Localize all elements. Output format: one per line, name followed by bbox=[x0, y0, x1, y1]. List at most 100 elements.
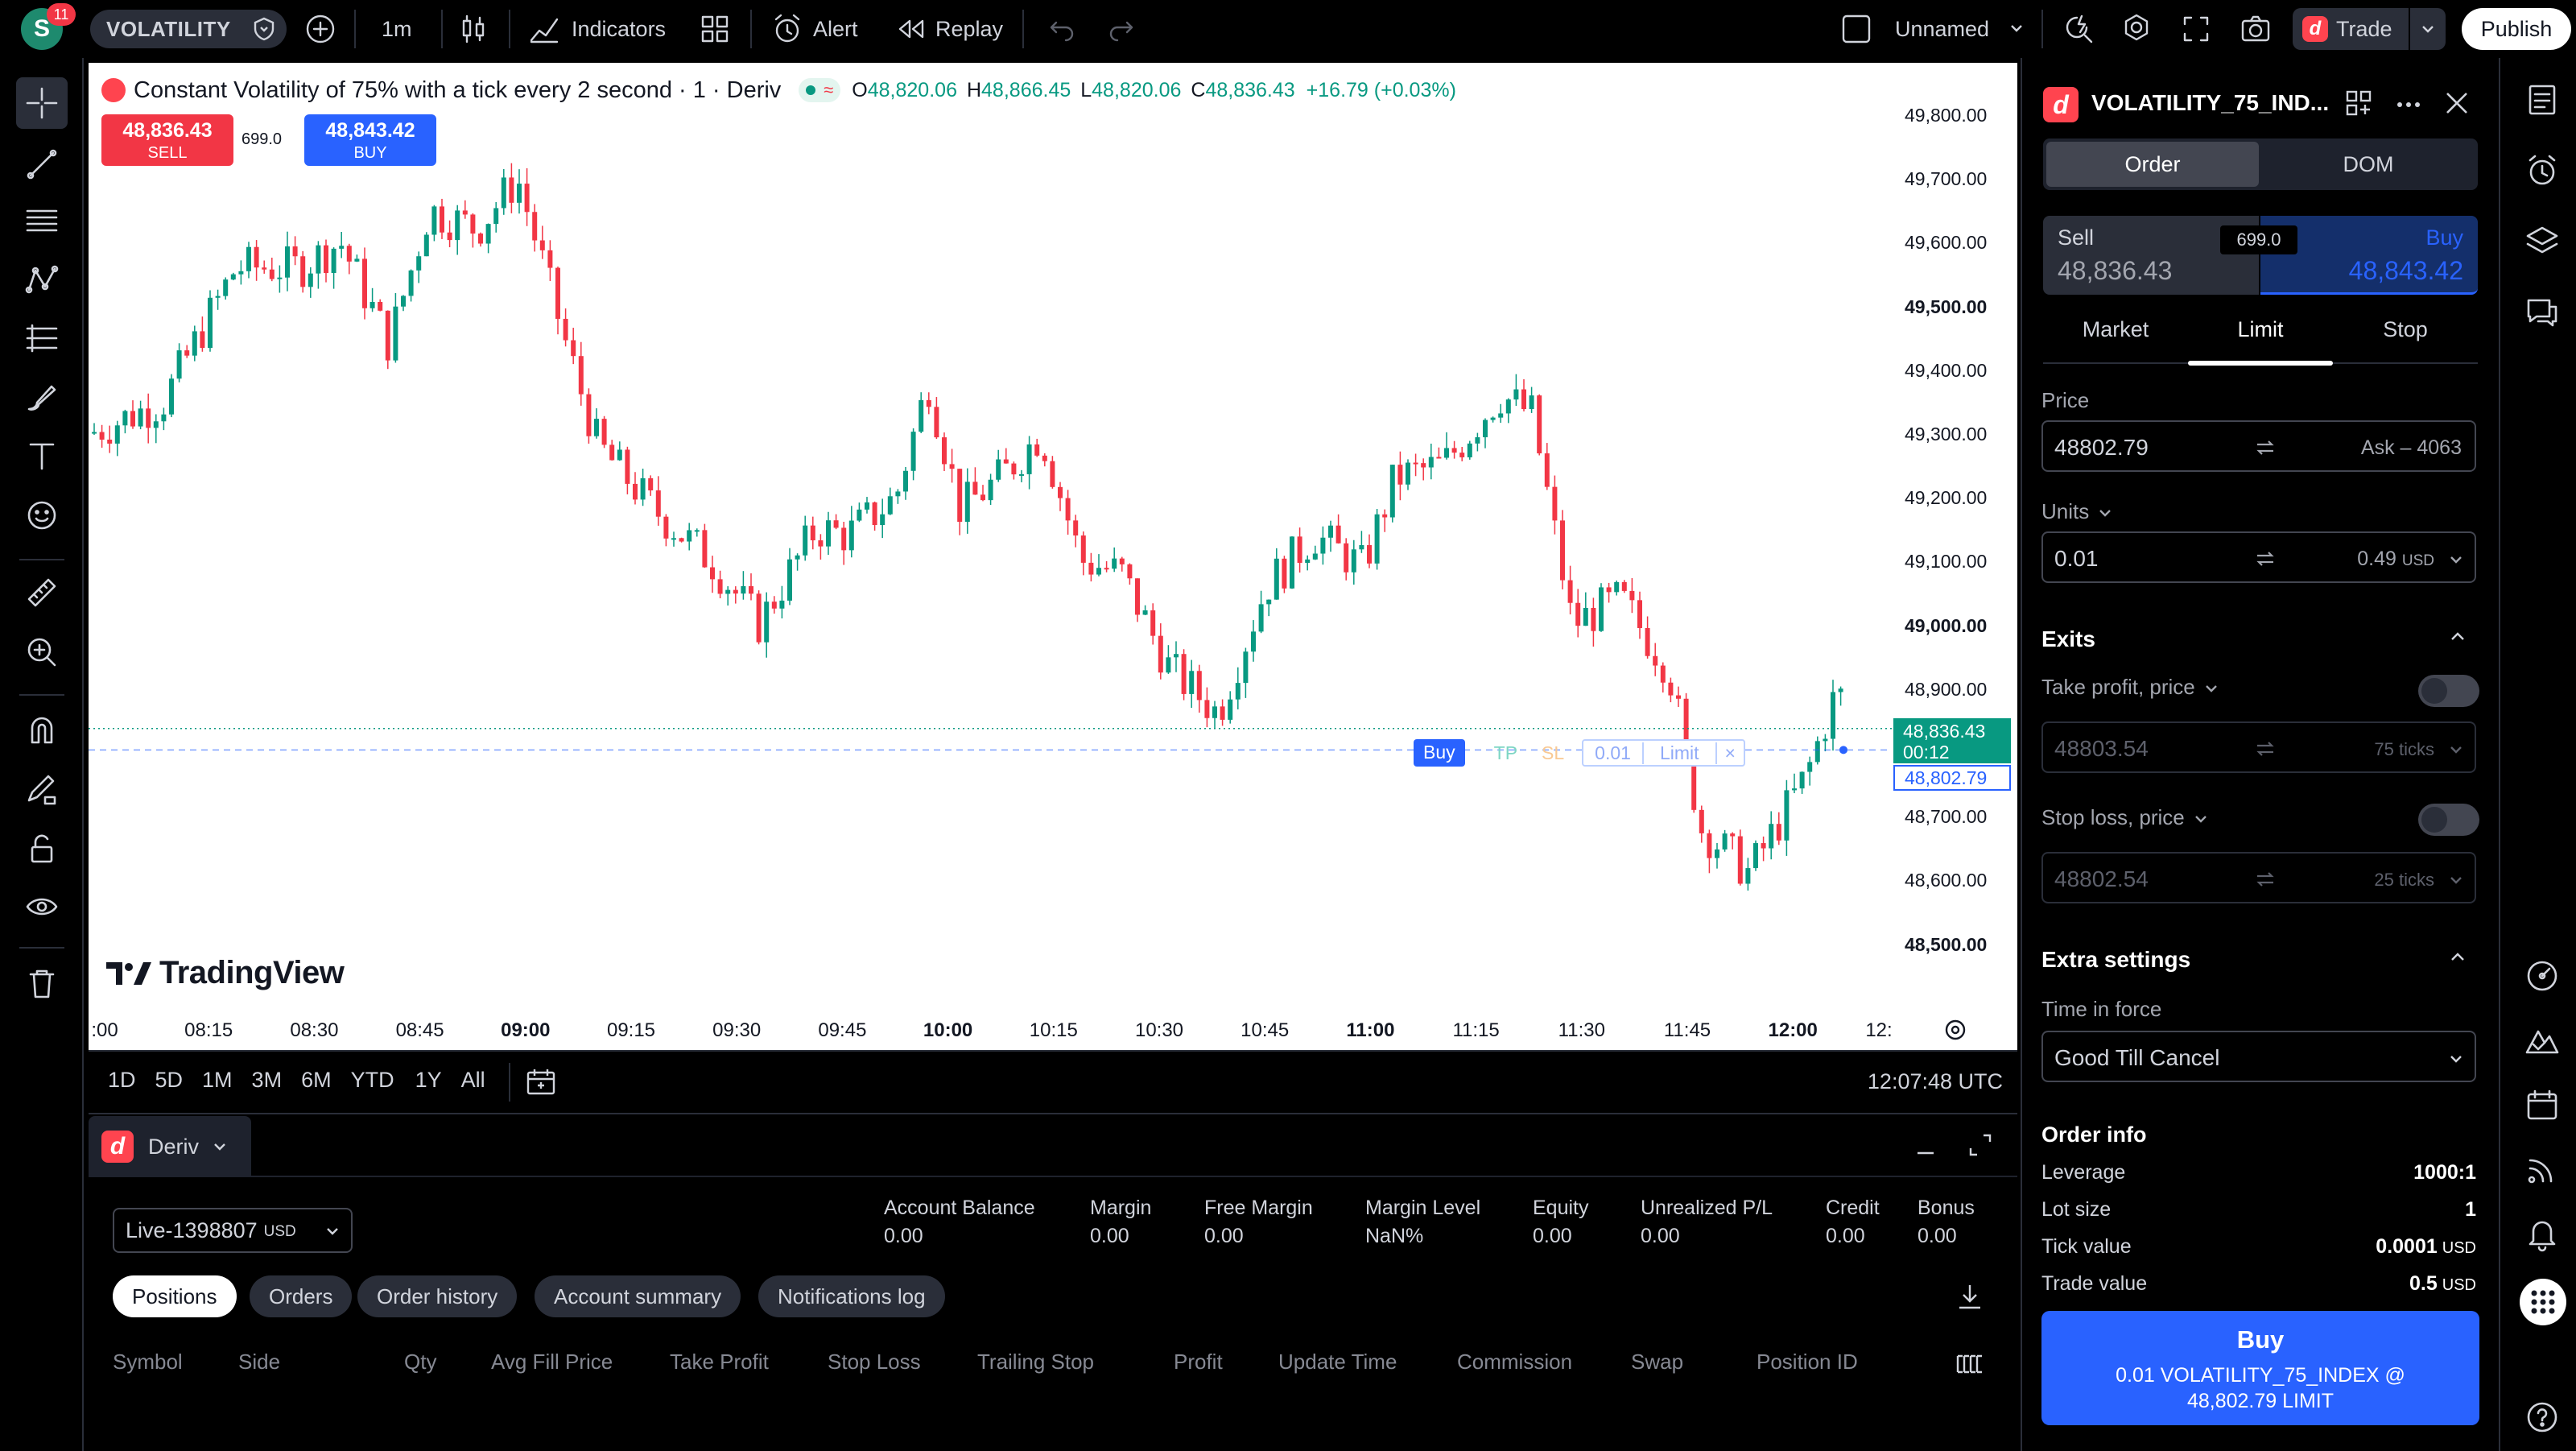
column-header[interactable]: Profit bbox=[1174, 1350, 1223, 1374]
zoom-tool[interactable] bbox=[16, 626, 68, 678]
chevron-up-icon[interactable] bbox=[2447, 947, 2468, 968]
swap-icon[interactable] bbox=[2254, 436, 2277, 459]
take-profit-toggle[interactable] bbox=[2418, 675, 2479, 707]
order-line-side[interactable]: Buy bbox=[1414, 739, 1465, 767]
chevron-down-icon[interactable] bbox=[2447, 551, 2465, 568]
column-header[interactable]: Qty bbox=[404, 1350, 437, 1374]
tab-orders[interactable]: Orders bbox=[250, 1275, 353, 1317]
remove-drawings-tool[interactable] bbox=[16, 958, 68, 1010]
order-line-cancel-icon[interactable]: × bbox=[1724, 742, 1736, 763]
tab-positions[interactable]: Positions bbox=[113, 1275, 237, 1317]
symbol-search[interactable]: VOLATILITY bbox=[90, 10, 287, 48]
alerts-button[interactable] bbox=[2516, 145, 2568, 196]
horizontal-lines-tool[interactable] bbox=[16, 195, 68, 246]
column-header[interactable]: Stop Loss bbox=[828, 1350, 921, 1374]
settings-icon[interactable] bbox=[2119, 11, 2154, 47]
interval-button[interactable]: 1m bbox=[382, 16, 412, 41]
range-button[interactable]: 1Y bbox=[415, 1068, 442, 1092]
units-label[interactable]: Units bbox=[2041, 499, 2113, 524]
column-header[interactable]: Position ID bbox=[1757, 1350, 1858, 1374]
fib-tool[interactable] bbox=[16, 312, 68, 364]
products-button[interactable] bbox=[2520, 1279, 2566, 1325]
tab-notifications-log[interactable]: Notifications log bbox=[758, 1275, 945, 1317]
extra-settings-header[interactable]: Extra settings bbox=[2041, 947, 2191, 972]
swap-icon[interactable] bbox=[2254, 548, 2277, 570]
ideas-button[interactable] bbox=[2516, 1015, 2568, 1066]
pattern-tool[interactable] bbox=[16, 254, 68, 306]
columns-settings-icon[interactable] bbox=[1955, 1353, 1984, 1375]
range-button[interactable]: 1D bbox=[108, 1068, 136, 1092]
trade-button[interactable]: d Trade bbox=[2293, 8, 2409, 50]
tab-account-summary[interactable]: Account summary bbox=[535, 1275, 741, 1317]
column-header[interactable]: Avg Fill Price bbox=[491, 1350, 613, 1374]
utc-clock[interactable]: 12:07:48 UTC bbox=[1867, 1069, 2003, 1093]
column-header[interactable]: Symbol bbox=[113, 1350, 183, 1374]
alert-button[interactable]: Alert bbox=[770, 13, 858, 45]
submit-order-button[interactable]: Buy 0.01 VOLATILITY_75_INDEX @ 48,802.79… bbox=[2041, 1311, 2479, 1425]
order-line-qty[interactable]: 0.01 bbox=[1583, 742, 1644, 764]
order-line-sl[interactable]: SL bbox=[1542, 742, 1565, 763]
column-header[interactable]: Trailing Stop bbox=[977, 1350, 1094, 1374]
publish-button[interactable]: Publish bbox=[2462, 8, 2571, 50]
trend-line-tool[interactable] bbox=[16, 138, 68, 190]
account-selector[interactable]: Live-1398807 USD bbox=[113, 1208, 353, 1253]
hide-tool[interactable] bbox=[16, 881, 68, 932]
watchlist-button[interactable] bbox=[2516, 74, 2568, 126]
chevron-up-icon[interactable] bbox=[2447, 626, 2468, 647]
range-button[interactable]: 5D bbox=[155, 1068, 184, 1092]
stop-loss-toggle[interactable] bbox=[2418, 804, 2479, 836]
layout-grid-icon[interactable] bbox=[2343, 87, 2375, 119]
column-header[interactable]: Swap bbox=[1631, 1350, 1684, 1374]
undo-icon[interactable] bbox=[1045, 11, 1080, 47]
take-profit-label[interactable]: Take profit, price bbox=[2041, 675, 2219, 700]
buy-box[interactable]: Buy 48,843.42 bbox=[2260, 216, 2478, 295]
ruler-tool[interactable] bbox=[16, 567, 68, 618]
tab-order[interactable]: Order bbox=[2046, 142, 2259, 187]
indicators-button[interactable]: Indicators bbox=[526, 13, 666, 45]
quick-search-icon[interactable] bbox=[2061, 11, 2096, 47]
layouts-icon[interactable] bbox=[697, 11, 733, 47]
close-icon[interactable] bbox=[2441, 87, 2473, 119]
limit-order-handle[interactable] bbox=[1839, 746, 1847, 754]
chats-button[interactable] bbox=[2516, 287, 2568, 338]
add-symbol-icon[interactable] bbox=[303, 11, 338, 47]
layout-toggle-icon[interactable] bbox=[1839, 11, 1874, 47]
tab-dom[interactable]: DOM bbox=[2343, 151, 2394, 176]
units-field[interactable]: 0.01 0.49 USD bbox=[2041, 531, 2476, 583]
broker-tab[interactable]: d Deriv bbox=[89, 1116, 251, 1177]
streams-button[interactable] bbox=[2516, 1143, 2568, 1195]
range-button[interactable]: All bbox=[460, 1068, 485, 1092]
order-line-tp[interactable]: TP bbox=[1493, 742, 1518, 763]
lock-tool[interactable] bbox=[16, 823, 68, 874]
stop-loss-label[interactable]: Stop loss, price bbox=[2041, 805, 2209, 830]
tab-order-history[interactable]: Order history bbox=[357, 1275, 518, 1317]
chart-settings-icon[interactable] bbox=[1942, 1016, 1969, 1044]
range-button[interactable]: 6M bbox=[301, 1068, 332, 1092]
candles-svg[interactable] bbox=[89, 63, 1892, 1050]
order-type-stop[interactable]: Stop bbox=[2383, 317, 2428, 341]
camera-icon[interactable] bbox=[2238, 11, 2273, 47]
column-header[interactable]: Take Profit bbox=[670, 1350, 769, 1374]
chart-pane[interactable] bbox=[89, 63, 2017, 1050]
quick-buy-button[interactable]: 48,843.42 BUY bbox=[304, 114, 436, 166]
emoji-tool[interactable] bbox=[16, 490, 68, 541]
brush-tool[interactable] bbox=[16, 372, 68, 424]
range-button[interactable]: 3M bbox=[251, 1068, 283, 1092]
column-header[interactable]: Update Time bbox=[1278, 1350, 1397, 1374]
help-button[interactable] bbox=[2516, 1391, 2568, 1443]
maximize-icon[interactable] bbox=[1966, 1131, 1995, 1160]
crosshair-tool[interactable] bbox=[16, 77, 68, 129]
trade-menu-button[interactable] bbox=[2410, 8, 2446, 50]
stop-loss-field[interactable]: 48802.54 25 ticks bbox=[2041, 852, 2476, 903]
range-button[interactable]: 1M bbox=[202, 1068, 233, 1092]
magnet-tool[interactable] bbox=[16, 704, 68, 755]
take-profit-field[interactable]: 48803.54 75 ticks bbox=[2041, 721, 2476, 773]
range-button[interactable]: YTD bbox=[350, 1068, 394, 1092]
price-field[interactable]: 48802.79 Ask – 4063 bbox=[2041, 420, 2476, 472]
exits-header[interactable]: Exits bbox=[2041, 626, 2095, 651]
redo-icon[interactable] bbox=[1103, 11, 1138, 47]
object-tree-button[interactable] bbox=[2516, 216, 2568, 267]
minimize-icon[interactable] bbox=[1911, 1131, 1940, 1160]
quick-sell-button[interactable]: 48,836.43 SELL bbox=[101, 114, 233, 166]
candles-icon[interactable] bbox=[456, 11, 491, 47]
